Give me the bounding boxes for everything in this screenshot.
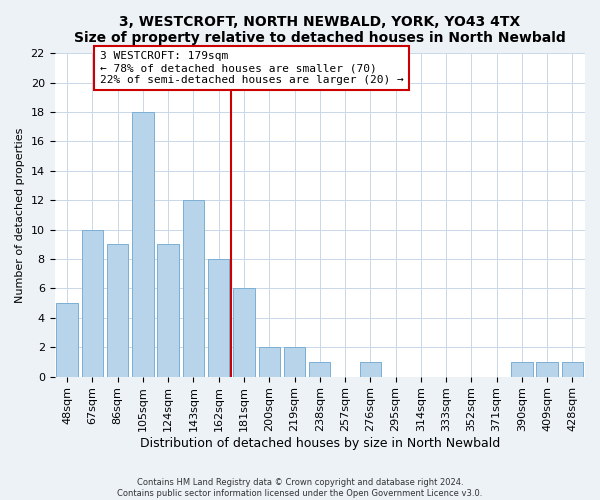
X-axis label: Distribution of detached houses by size in North Newbald: Distribution of detached houses by size … [140, 437, 500, 450]
Bar [107, 244, 128, 376]
Bar [259, 347, 280, 376]
Title: 3, WESTCROFT, NORTH NEWBALD, YORK, YO43 4TX
Size of property relative to detache: 3, WESTCROFT, NORTH NEWBALD, YORK, YO43 … [74, 15, 566, 45]
Text: Contains HM Land Registry data © Crown copyright and database right 2024.
Contai: Contains HM Land Registry data © Crown c… [118, 478, 482, 498]
Bar [132, 112, 154, 376]
Bar [233, 288, 255, 376]
Bar [56, 303, 78, 376]
Text: 3 WESTCROFT: 179sqm
← 78% of detached houses are smaller (70)
22% of semi-detach: 3 WESTCROFT: 179sqm ← 78% of detached ho… [100, 52, 404, 84]
Bar [309, 362, 331, 376]
Y-axis label: Number of detached properties: Number of detached properties [15, 128, 25, 302]
Bar [82, 230, 103, 376]
Bar [157, 244, 179, 376]
Bar [536, 362, 558, 376]
Bar [359, 362, 381, 376]
Bar [511, 362, 533, 376]
Bar [183, 200, 204, 376]
Bar [284, 347, 305, 376]
Bar [562, 362, 583, 376]
Bar [208, 259, 229, 376]
